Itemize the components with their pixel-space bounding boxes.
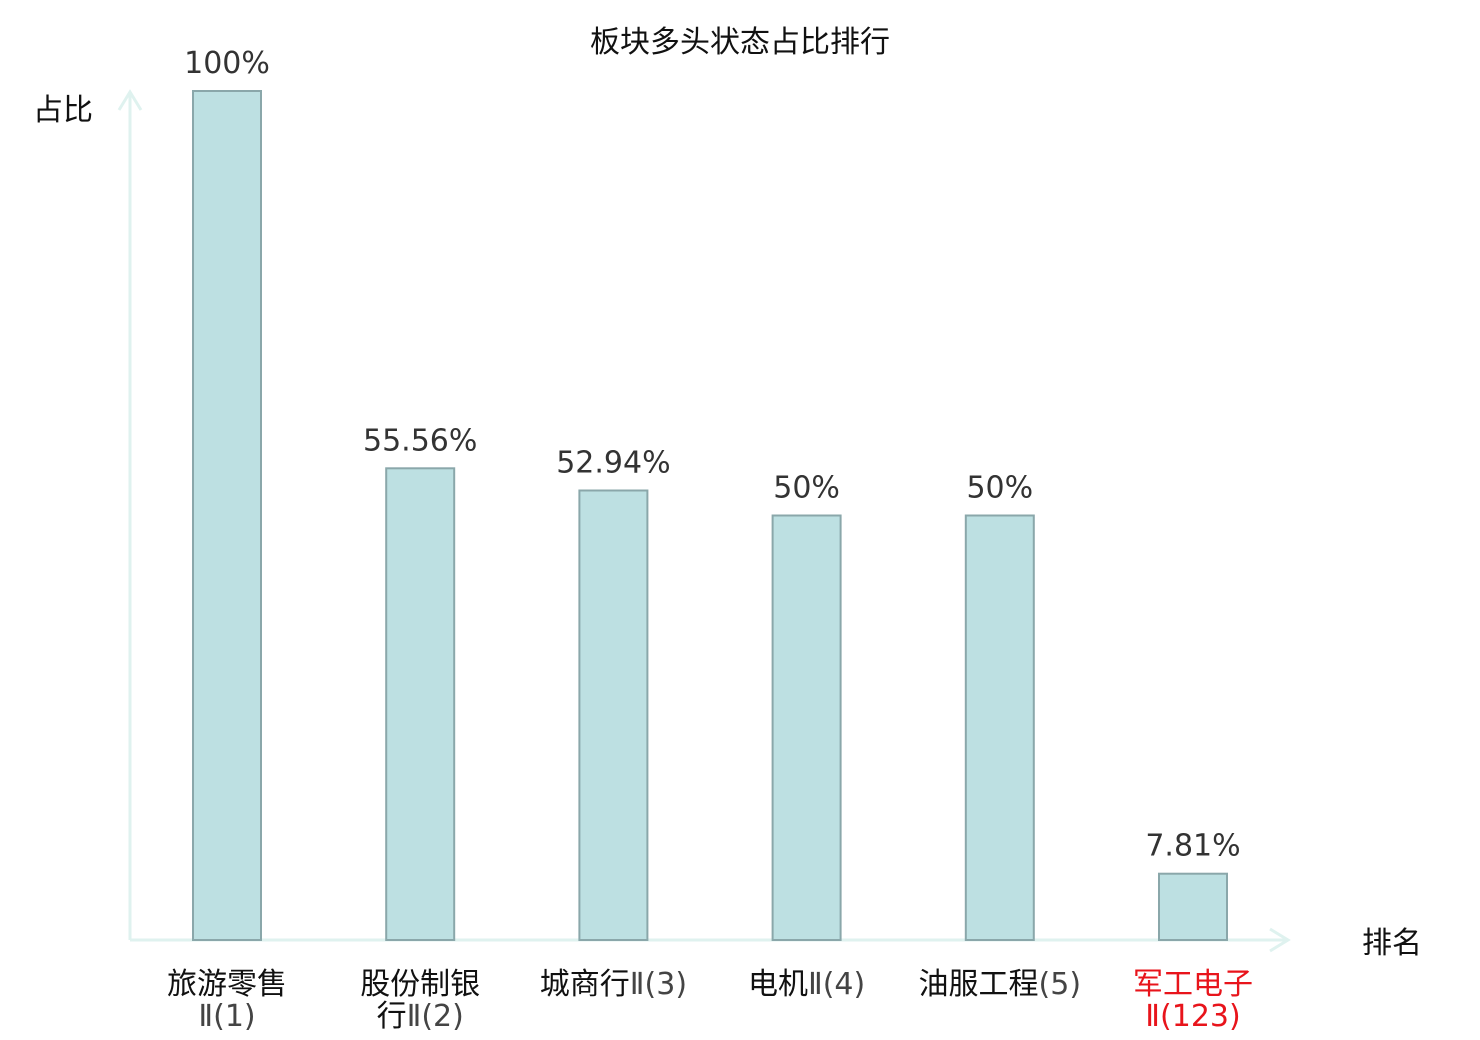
- category-rank-5: (5): [1039, 967, 1082, 1002]
- bar-4: [771, 514, 842, 941]
- value-label-1: 100%: [184, 46, 270, 81]
- category-name-4-line-1: 电机: [748, 967, 808, 1002]
- category-rank-1: Ⅱ(1): [198, 999, 255, 1034]
- category-name-2-line-2: 行: [377, 999, 407, 1034]
- bar-6: [1158, 872, 1228, 942]
- chart-title: 板块多头状态占比排行: [590, 25, 890, 60]
- category-name-2-line-1: 股份制银: [360, 967, 480, 1002]
- value-label-6: 7.81%: [1145, 829, 1240, 864]
- bar-2: [385, 467, 456, 941]
- category-name-6-line-1: 军工电子: [1133, 967, 1253, 1002]
- category-rank-6: Ⅱ(123): [1145, 999, 1240, 1034]
- value-label-4: 50%: [773, 471, 840, 506]
- category-label-2: 股份制银行Ⅱ(2): [360, 967, 480, 1034]
- category-rank-3: Ⅱ(3): [630, 967, 687, 1002]
- category-label-6: 军工电子 Ⅱ(123): [1133, 967, 1253, 1034]
- category-name-5-line-1: 油服工程: [919, 967, 1039, 1002]
- category-label-3: 城商行Ⅱ(3): [540, 967, 687, 1002]
- category-label-5: 油服工程(5): [919, 967, 1082, 1002]
- x-axis-label: 排名: [1362, 926, 1422, 961]
- y-axis: [117, 89, 143, 940]
- x-axis: [130, 927, 1291, 953]
- value-label-5: 50%: [966, 471, 1033, 506]
- bar-1: [192, 90, 262, 941]
- category-name-3-line-1: 城商行: [540, 967, 630, 1002]
- category-name-1-line-1: 旅游零售: [167, 967, 287, 1002]
- category-rank-2: Ⅱ(2): [407, 999, 464, 1034]
- value-label-3: 52.94%: [556, 446, 670, 481]
- bar-3: [578, 489, 649, 941]
- category-label-4: 电机Ⅱ(4): [748, 967, 865, 1002]
- value-label-2: 55.56%: [363, 423, 477, 458]
- category-rank-4: Ⅱ(4): [808, 967, 865, 1002]
- y-axis-label: 占比: [33, 93, 93, 128]
- bar-5: [964, 514, 1035, 941]
- category-label-1: 旅游零售 Ⅱ(1): [167, 967, 287, 1034]
- bars: 100% 旅游零售 Ⅱ(1) 55.56% 股份制银行Ⅱ(2) 52.94% 城商行Ⅱ(3)…: [167, 46, 1253, 1034]
